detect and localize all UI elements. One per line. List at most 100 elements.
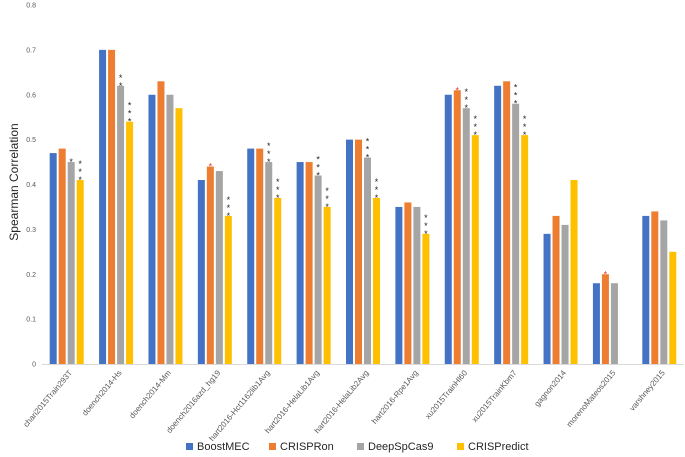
significance-stars: * * * — [276, 177, 280, 203]
legend-label-deepspcas9: DeepSpCas9 — [368, 441, 433, 453]
bar-boostmec — [346, 139, 353, 364]
bar-boostmec — [49, 153, 57, 364]
bar-crispron — [206, 166, 214, 364]
y-tick-label: 0.8 — [26, 3, 36, 10]
y-tick-label: 0.5 — [26, 137, 36, 144]
bar-deepspcas9 — [67, 162, 75, 364]
bar-crispron — [503, 81, 511, 364]
category-label: hart2016-Rpe1Avg — [370, 369, 420, 426]
bar-deepspcas9 — [166, 94, 174, 364]
bar-boostmec — [543, 233, 551, 364]
significance-stars: * * * — [325, 186, 329, 212]
category-label: doench2014-Mm — [128, 368, 174, 420]
bar-crispredict — [274, 197, 282, 364]
bar-crispredict — [373, 197, 380, 364]
bar-boostmec — [247, 148, 255, 364]
bar-crispron — [58, 148, 66, 364]
y-tick-label: 0.4 — [26, 182, 36, 189]
significance-stars: * * * — [424, 213, 428, 239]
bar-deepspcas9 — [364, 157, 371, 364]
legend-swatch-crispredict — [457, 443, 464, 450]
bar-crispredict — [669, 251, 677, 364]
category-label: chari2015Train293T — [21, 368, 74, 428]
significance-stars: * * * — [316, 155, 320, 181]
bar-deepspcas9 — [215, 171, 223, 364]
bar-marks — [49, 49, 677, 365]
bar-crispredict — [521, 135, 529, 364]
legend-label-crispredict: CRISPredict — [468, 441, 529, 453]
significance-stars: * * * — [375, 177, 379, 203]
significance-stars: * * * — [523, 114, 527, 140]
bar-crispredict — [175, 108, 183, 365]
bar-boostmec — [148, 94, 156, 364]
bar-deepspcas9 — [561, 224, 569, 364]
significance-stars: * — [604, 269, 608, 279]
bar-crispron — [453, 90, 461, 364]
y-tick-label: 0.7 — [26, 47, 36, 54]
significance-stars: * * * — [267, 141, 271, 167]
bar-boostmec — [642, 215, 650, 364]
legend-label-crispron: CRISPRon — [280, 441, 334, 453]
significance-stars: * * * — [514, 83, 518, 109]
bar-crispredict — [126, 121, 134, 364]
bar-crispron — [305, 162, 313, 364]
bar-crispredict — [224, 215, 232, 364]
y-tick-label: 0.2 — [26, 272, 36, 279]
y-tick-label: 0.1 — [26, 317, 36, 324]
bar-boostmec — [99, 49, 107, 364]
y-tick-label: 0.6 — [26, 92, 36, 99]
bar-boostmec — [444, 94, 452, 364]
bar-crispredict — [422, 233, 430, 364]
bar-boostmec — [592, 283, 600, 364]
bar-deepspcas9 — [610, 283, 618, 364]
legend-swatch-boostmec — [186, 443, 193, 450]
significance-stars: * — [69, 157, 73, 167]
significance-stars: * * * — [366, 137, 370, 163]
category-label: doench2014-Hs — [80, 369, 123, 418]
bar-deepspcas9 — [314, 175, 322, 364]
category-label: hart2016-HelaLib2Avg — [313, 369, 371, 436]
bar-crispron — [601, 274, 609, 364]
significance-stars: * * — [119, 73, 123, 91]
bar-crispron — [157, 81, 165, 364]
bar-deepspcas9 — [117, 85, 125, 365]
significance-stars: * * * — [78, 159, 82, 185]
bar-deepspcas9 — [462, 108, 470, 365]
bar-boostmec — [197, 180, 205, 364]
bar-crispredict — [76, 180, 84, 364]
y-axis-ticks: 0 0.1 0.2 0.3 0.4 0.5 0.6 0.7 0.8 — [26, 3, 36, 369]
bar-crispron — [404, 202, 412, 364]
bar-boostmec — [494, 85, 502, 365]
significance-stars: * * * — [474, 114, 478, 140]
y-tick-label: 0 — [32, 362, 36, 369]
legend-label-boostmec: BoostMEC — [197, 441, 250, 453]
category-label: varshney2015 — [628, 368, 668, 413]
significance-annotations: * * * ** ** * *** * ** * ** * ** * ** * ** * ** * ** * ** * * ** *… — [69, 73, 607, 279]
significance-stars: * * * — [227, 195, 231, 221]
bar-crispredict — [471, 135, 479, 364]
category-labels: chari2015Train293T doench2014-Hs doench201… — [21, 368, 667, 443]
y-tick-label: 0.3 — [26, 227, 36, 234]
category-label: xu2015TrainHl60 — [423, 368, 469, 421]
bar-crispron — [651, 211, 659, 364]
significance-stars: * — [209, 162, 213, 172]
bar-crispron — [552, 215, 560, 364]
category-label: xu2015TrainKbm7 — [470, 368, 519, 424]
bar-crispredict — [570, 180, 578, 364]
category-label: gagnon2014 — [533, 368, 569, 408]
bar-deepspcas9 — [265, 162, 273, 364]
category-label: morenoMateos2015 — [565, 368, 618, 429]
bar-boostmec — [296, 162, 304, 364]
bar-deepspcas9 — [413, 206, 421, 364]
y-axis-label: Spearman Correlation — [7, 123, 21, 240]
significance-stars: * * * — [128, 101, 132, 127]
bar-crispron — [355, 139, 362, 364]
bar-deepspcas9 — [660, 220, 668, 364]
bar-deepspcas9 — [512, 103, 520, 364]
legend-swatch-crispron — [269, 443, 276, 450]
bar-boostmec — [395, 206, 403, 364]
category-label: doench2016azd_hg19 — [165, 368, 223, 435]
significance-stars: * — [456, 85, 460, 95]
significance-stars: * * * — [465, 87, 469, 113]
